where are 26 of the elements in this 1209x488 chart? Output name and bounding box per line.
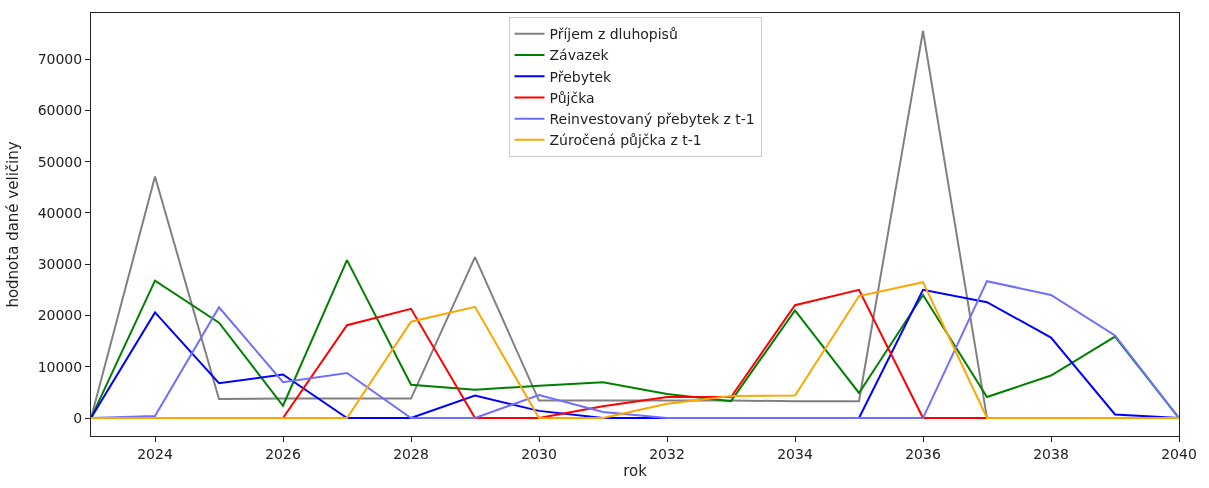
y-tick-label: 10000 bbox=[37, 358, 83, 375]
legend-label: Reinvestovaný přebytek z t-1 bbox=[549, 111, 755, 128]
x-tick-label: 2024 bbox=[137, 445, 173, 462]
legend-label: Zúročená půjčka z t-1 bbox=[549, 132, 702, 149]
x-axis-title: rok bbox=[623, 461, 648, 480]
x-tick-label: 2034 bbox=[777, 445, 813, 462]
legend-label: Půjčka bbox=[549, 89, 595, 106]
x-tick-label: 2036 bbox=[905, 445, 941, 462]
y-tick-label: 50000 bbox=[37, 153, 83, 170]
x-tick-label: 2028 bbox=[393, 445, 429, 462]
y-tick-label: 0 bbox=[73, 409, 83, 426]
x-tick-label: 2030 bbox=[521, 445, 557, 462]
legend-label: Příjem z dluhopisů bbox=[549, 26, 678, 43]
legend-label: Závazek bbox=[549, 47, 610, 64]
y-tick-label: 40000 bbox=[37, 204, 83, 221]
x-tick-label: 2026 bbox=[265, 445, 301, 462]
line-series bbox=[282, 288, 988, 420]
y-axis-title: hodnota dané veličiny bbox=[3, 141, 22, 308]
x-tick-label: 2032 bbox=[649, 445, 685, 462]
x-tick-label: 2040 bbox=[1161, 445, 1197, 462]
x-tick-label: 2038 bbox=[1033, 445, 1069, 462]
y-tick-label: 20000 bbox=[37, 307, 83, 324]
y-tick-label: 70000 bbox=[37, 51, 83, 68]
y-tick-label: 60000 bbox=[37, 102, 83, 119]
legend-label: Přebytek bbox=[549, 68, 613, 85]
y-tick-label: 30000 bbox=[37, 256, 83, 273]
